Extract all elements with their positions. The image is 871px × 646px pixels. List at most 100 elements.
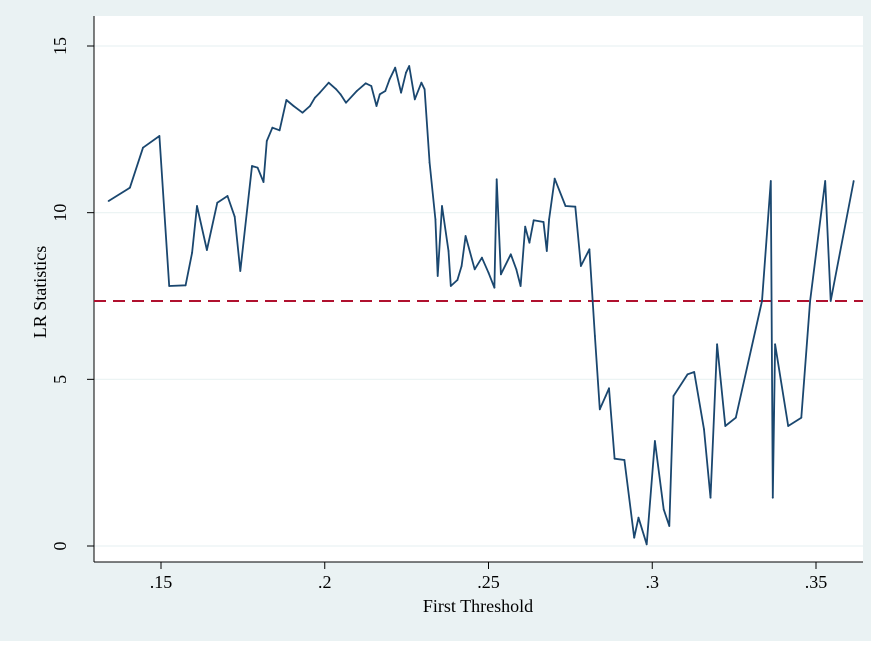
data-point: [449, 285, 452, 287]
data-point: [809, 300, 812, 302]
data-point: [309, 105, 311, 107]
series-points: [107, 65, 855, 546]
gridlines: [94, 45, 863, 547]
data-point: [548, 218, 550, 221]
data-point: [400, 91, 402, 94]
data-point: [285, 99, 288, 101]
data-point: [829, 300, 832, 302]
data-point: [824, 180, 827, 182]
data-point: [196, 205, 198, 207]
data-point: [771, 496, 774, 499]
data-point: [800, 416, 803, 419]
data-point: [519, 285, 522, 287]
y-tick-label: 5: [50, 375, 70, 384]
data-point: [408, 65, 411, 67]
data-point: [226, 195, 229, 197]
data-point: [545, 250, 548, 252]
x-axis-label: First Threshold: [423, 596, 533, 616]
data-point: [318, 91, 321, 94]
y-tick-label: 15: [50, 37, 70, 55]
x-tick-label: .25: [477, 572, 500, 592]
data-point: [142, 146, 144, 149]
data-point: [364, 82, 367, 85]
data-point: [345, 101, 347, 104]
data-point: [355, 90, 358, 92]
data-point: [774, 343, 776, 346]
data-point: [481, 256, 483, 259]
data-point: [191, 251, 194, 254]
data-point: [128, 186, 131, 189]
data-point: [239, 270, 242, 272]
data-point: [553, 177, 556, 180]
x-tick-label: .2: [318, 572, 332, 592]
data-point: [428, 161, 431, 164]
data-point: [787, 425, 790, 427]
data-point: [405, 71, 407, 74]
x-axis-ticks: .15 .2 .25 .3 .35: [150, 562, 828, 592]
data-point: [251, 165, 253, 167]
data-point: [724, 425, 727, 427]
data-point: [672, 395, 675, 397]
data-point: [653, 440, 656, 442]
y-tick-label: 0: [50, 542, 70, 551]
data-point: [645, 543, 648, 546]
series-line: [108, 65, 855, 546]
data-point: [394, 66, 397, 69]
data-point: [588, 248, 591, 251]
data-point: [420, 81, 423, 84]
data-point: [852, 180, 855, 182]
data-point: [460, 265, 463, 267]
data-point: [604, 395, 607, 397]
data-point: [456, 279, 459, 281]
data-point: [168, 285, 171, 287]
data-point: [265, 140, 268, 142]
data-point: [703, 428, 705, 431]
data-point: [473, 268, 476, 271]
data-point: [301, 111, 304, 114]
data-point: [528, 241, 531, 244]
x-tick-label: .15: [150, 572, 173, 592]
data-point: [716, 343, 718, 346]
data-point: [447, 250, 450, 252]
data-point: [524, 225, 527, 228]
data-point: [761, 300, 763, 302]
y-axis-ticks: 0 5 10 15: [50, 37, 94, 551]
data-point: [233, 215, 236, 218]
data-point: [487, 271, 490, 274]
data-point: [542, 221, 545, 223]
data-point: [335, 88, 338, 91]
x-tick-label: .3: [646, 572, 660, 592]
data-point: [769, 180, 772, 182]
data-point: [434, 218, 437, 221]
data-point: [327, 81, 330, 84]
data-point: [158, 135, 161, 137]
data-point: [216, 201, 219, 204]
data-point: [495, 178, 498, 181]
data-point: [370, 85, 373, 87]
data-point: [464, 235, 467, 237]
data-point: [292, 105, 295, 107]
data-point: [668, 525, 671, 527]
data-point: [515, 268, 518, 271]
data-point: [205, 249, 208, 251]
data-point: [493, 286, 496, 289]
data-point: [574, 205, 577, 208]
data-point: [184, 284, 187, 287]
data-point: [339, 93, 342, 96]
data-point: [709, 496, 712, 499]
data-point: [509, 253, 512, 256]
data-point: [413, 98, 416, 101]
data-point: [564, 205, 567, 207]
data-point: [436, 275, 439, 277]
data-point: [271, 126, 274, 129]
data-point: [278, 129, 281, 132]
data-point: [598, 408, 601, 411]
x-tick-label: .35: [805, 572, 828, 592]
data-point: [579, 265, 582, 267]
data-point: [423, 88, 426, 91]
data-point: [637, 516, 640, 519]
data-point: [388, 78, 391, 81]
data-point: [107, 200, 110, 202]
